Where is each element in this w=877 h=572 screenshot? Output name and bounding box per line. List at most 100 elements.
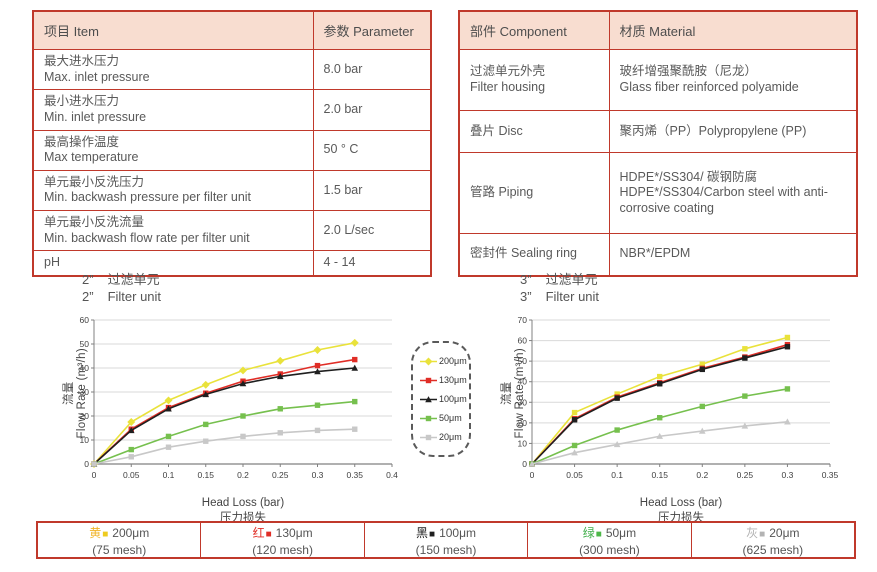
chart-plot-3inch: 0 10 20 30 40 50 60 70 0 0.05 0.1 0.15 0.2 0.25 0.3 0.3… — [518, 315, 839, 480]
mesh-count-label: (120 mesh) — [252, 542, 313, 557]
x-tick-label: 0.05 — [123, 470, 140, 480]
chart-title-3inch: 3” 过滤单元 3” Filter unit — [520, 272, 870, 306]
item-cell: 单元最小反洗压力 Min. backwash pressure per filte… — [32, 169, 314, 212]
material-cell: 聚丙烯（PP）Polypropylene (PP) — [608, 110, 858, 154]
header-parameter: 参数 Parameter — [312, 10, 432, 50]
parameter-table: 项目 Item 参数 Parameter 最大进水压力 Max. inlet pr… — [32, 10, 432, 277]
y-tick-label: 0 — [84, 459, 89, 469]
micron-size-label: 130μm — [275, 526, 313, 540]
x-tick-label: 0.2 — [237, 470, 249, 480]
chart-plot-2inch: 0 10 20 30 40 50 60 0 0.05 0.1 0.15 0.2 0.25 0.3 0.35 0… — [80, 315, 399, 480]
mesh-legend-cell-200μm: 黄■ 200μm (75 mesh) — [38, 523, 200, 557]
color-name-char: 灰 — [746, 526, 759, 540]
legend-marker-icon — [420, 395, 437, 402]
parameter-table-row: 最高操作温度 Max temperature 50 ° C — [32, 129, 432, 171]
x-axis-label-en: Head Loss (bar) — [639, 496, 723, 509]
parameter-table-header-row: 项目 Item 参数 Parameter — [32, 10, 432, 50]
y-tick-label: 40 — [80, 363, 90, 373]
color-swatch-icon: ■ — [759, 529, 766, 540]
x-tick-label: 0.35 — [346, 470, 363, 480]
x-tick-label: 0.05 — [566, 470, 583, 480]
mesh-legend-cell-50μm: 绿■ 50μm (300 mesh) — [527, 523, 690, 557]
parameter-table-row: 单元最小反洗流量 Min. backwash flow rate per filt… — [32, 209, 432, 252]
y-axis-label-zh: 流量 — [62, 381, 75, 406]
y-tick-label: 50 — [518, 356, 528, 366]
header-component: 部件 Component — [458, 10, 610, 50]
material-table-header-row: 部件 Component 材质 Material — [458, 10, 858, 50]
series-line-50μm — [93, 400, 355, 465]
header-material: 材质 Material — [608, 10, 858, 50]
y-axis-label-3inch: 流量 Flow Rate (m³/h) — [501, 318, 527, 468]
x-tick-label: 0 — [92, 470, 97, 480]
x-tick-label: 0.4 — [386, 470, 398, 480]
mesh-legend-cell-130μm: 红■ 130μm (120 mesh) — [200, 523, 363, 557]
color-name-char: 红 — [252, 526, 265, 540]
legend-entry-50μm: 50μm — [420, 413, 464, 423]
material-cell: 玻纤增强聚酰胺（尼龙） Glass fiber reinforced polyam… — [608, 48, 858, 112]
y-tick-label: 50 — [80, 339, 90, 349]
chart-title-2inch: 2” 过滤单元 2” Filter unit — [82, 272, 432, 306]
chart-size-label: 2” — [82, 272, 94, 287]
y-tick-label: 60 — [518, 335, 528, 345]
legend-label: 50μm — [439, 413, 462, 423]
chart-title-en: Filter unit — [107, 288, 162, 304]
color-swatch-icon: ■ — [265, 529, 272, 540]
x-axis-label-2inch: Head Loss (bar) 压力损失 — [94, 496, 392, 526]
color-name-char: 黑 — [416, 526, 429, 540]
chart-2inch-filter-unit: 2” 过滤单元 2” Filter unit 流量 Flow Rate (m³/h)… — [62, 272, 432, 526]
y-axis-label-2inch: 流量 Flow Rate (m³/h) — [63, 318, 89, 468]
x-axis-label-en: Head Loss (bar) — [201, 496, 285, 509]
series-line-50μm — [531, 387, 788, 465]
component-cell: 密封件 Sealing ring — [458, 232, 610, 277]
legend-entry-130μm: 130μm — [420, 375, 467, 385]
spec-tables-row: 项目 Item 参数 Parameter 最大进水压力 Max. inlet pr… — [32, 10, 858, 277]
item-cell: 最小进水压力 Min. inlet pressure — [32, 89, 314, 131]
micron-size-label: 100μm — [439, 526, 477, 540]
item-cell: 最高操作温度 Max temperature — [32, 129, 314, 171]
x-axis-label-zh: 压力损失 — [658, 511, 704, 524]
x-tick-label: 0.3 — [782, 470, 794, 480]
item-cell: pH — [32, 250, 314, 277]
y-axis-label-en: Flow Rate (m³/h) — [76, 348, 88, 439]
parameter-table-row: 单元最小反洗压力 Min. backwash pressure per filte… — [32, 169, 432, 212]
parameter-table-row: pH 4 - 14 — [32, 250, 432, 277]
y-tick-label: 10 — [80, 435, 90, 445]
legend-label: 100μm — [439, 394, 467, 404]
mesh-legend-cell-20μm: 灰■ 20μm (625 mesh) — [690, 523, 854, 557]
y-tick-label: 30 — [518, 397, 528, 407]
mesh-size-line: 黄■ 200μm — [38, 525, 200, 542]
legend-marker-icon — [420, 377, 437, 383]
series-line-130μm — [93, 358, 355, 465]
chart-title-zh: 过滤单元 — [545, 272, 598, 287]
micron-size-label: 50μm — [605, 526, 637, 540]
x-tick-label: 0.2 — [696, 470, 708, 480]
item-cell: 单元最小反洗流量 Min. backwash flow rate per filt… — [32, 209, 314, 252]
mesh-size-line: 黑■ 100μm — [365, 525, 527, 542]
material-table: 部件 Component 材质 Material 过滤单元外壳 Filter ho… — [458, 10, 858, 277]
series-line-20μm — [93, 428, 355, 465]
x-tick-label: 0.1 — [611, 470, 623, 480]
chart-title-zh: 过滤单元 — [107, 272, 160, 287]
item-cell: 最大进水压力 Max. inlet pressure — [32, 48, 314, 91]
mesh-count-label: (625 mesh) — [742, 542, 804, 557]
parameter-value-cell: 2.0 bar — [312, 89, 432, 131]
y-tick-label: 30 — [80, 387, 90, 397]
y-axis-label-zh: 流量 — [500, 381, 513, 406]
color-name-char: 绿 — [582, 526, 595, 540]
parameter-value-cell: 2.0 L/sec — [312, 209, 432, 252]
material-cell: NBR*/EPDM — [608, 232, 858, 277]
x-tick-label: 0.35 — [822, 470, 839, 480]
material-table-row: 过滤单元外壳 Filter housing 玻纤增强聚酰胺（尼龙） Glass fib… — [458, 48, 858, 112]
x-tick-label: 0.25 — [737, 470, 754, 480]
material-table-row: 管路 Piping HDPE*/SS304/ 碳钢防腐 HDPE*/SS304/Ca… — [458, 152, 858, 234]
x-tick-label: 0.3 — [312, 470, 324, 480]
parameter-value-cell: 8.0 bar — [312, 48, 432, 91]
legend-entry-100μm: 100μm — [420, 394, 467, 404]
legend-entry-20μm: 20μm — [420, 432, 464, 442]
mesh-count-label: (150 mesh) — [415, 542, 477, 557]
series-line-20μm — [531, 420, 788, 465]
mesh-count-label: (75 mesh) — [92, 542, 147, 557]
x-tick-label: 0.15 — [651, 470, 668, 480]
y-tick-label: 20 — [518, 418, 528, 428]
x-axis-label-3inch: Head Loss (bar) 压力损失 — [532, 496, 830, 526]
